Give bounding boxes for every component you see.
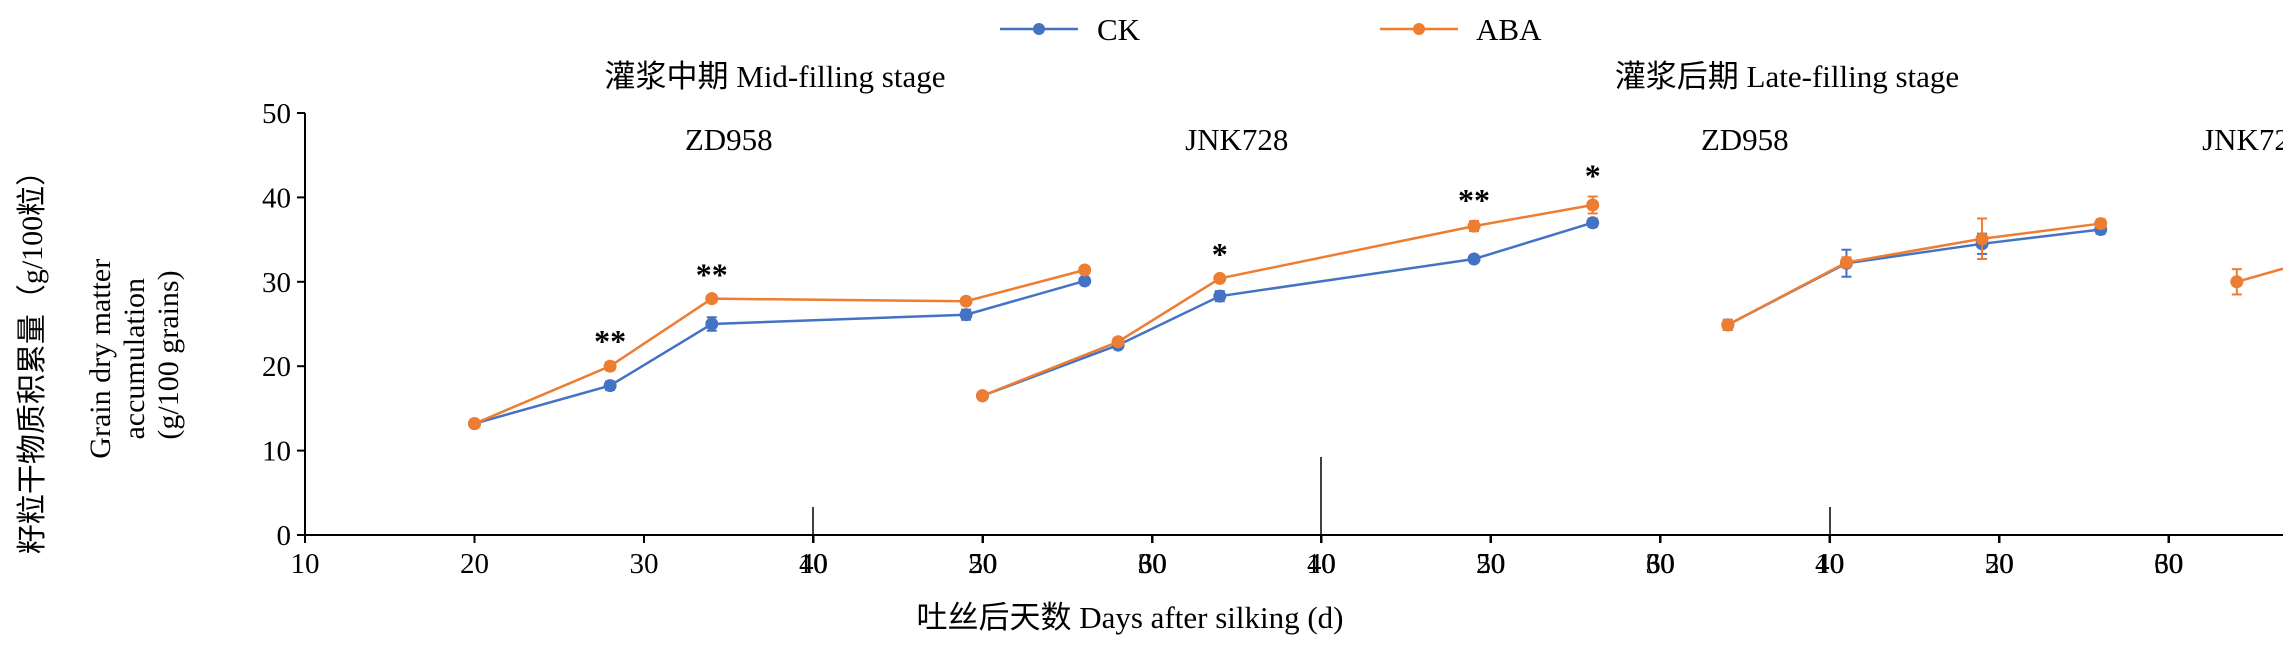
data-point-ck [1586,216,1600,230]
stage-title-late: 灌浆后期 Late-filling stage [1615,59,1959,94]
data-point-ck [1467,252,1481,266]
x-tick-label: 60 [1646,548,1675,580]
data-point-aba [705,292,719,306]
x-tick-label: 10 [291,548,320,580]
y-tick-label: 40 [262,182,291,214]
data-point-aba [1586,198,1600,212]
x-tick-label: 20 [968,548,997,580]
series-line-ck [1727,228,2101,326]
x-tick-label: 30 [2155,548,2184,580]
data-point-aba [976,389,989,403]
data-point-ck [959,308,973,322]
x-tick-label: 30 [630,548,659,580]
panel-title: JNK728 [2202,122,2283,157]
x-tick-label: 10 [1816,548,1845,580]
panel-title: ZD958 [685,122,773,157]
data-point-aba [1975,232,1989,246]
x-tick-label: 60 [1138,548,1167,580]
data-point-ck [705,317,719,331]
data-point-aba [959,294,973,308]
legend-aba-marker [1413,23,1425,35]
data-point-aba [603,359,617,373]
legend-aba-label: ABA [1476,12,1542,47]
y-tick-label: 10 [262,436,291,468]
panel-title: ZD958 [1701,122,1789,157]
data-point-aba [468,417,481,431]
series-line-ck [474,279,1086,425]
stage-title-mid: 灌浆中期 Mid-filling stage [605,59,946,94]
significance-label: ** [696,256,728,292]
significance-label: ** [1458,182,1490,218]
data-point-aba [2094,217,2108,231]
series-line-ck [982,221,1594,397]
legend-ck-marker [1033,23,1045,35]
significance-label: * [1212,236,1228,272]
legend: CK ABA [1000,12,1542,47]
x-tick-label: 40 [799,548,828,580]
series-line-aba [2236,267,2283,284]
data-point-aba [1111,335,1125,349]
y-axis-title-en: Grain dry matter accumulation (g/100 gra… [84,251,185,458]
x-tick-label: 20 [1476,548,1505,580]
x-tick-label: 50 [1985,548,2014,580]
y-tick-label: 0 [277,520,292,552]
significance-label: * [1585,158,1601,194]
y-tick-label: 20 [262,351,291,383]
x-axis-title: 吐丝后天数 Days after silking (d) [916,600,1343,635]
x-tick-label: 10 [799,548,828,580]
x-tick-label: 20 [460,548,489,580]
series-line-aba [1727,222,2101,326]
data-point-ck [1078,274,1092,288]
data-point-aba [1721,318,1735,332]
legend-ck-label: CK [1097,12,1141,47]
x-tick-label: 30 [1646,548,1675,580]
x-tick-label: 50 [969,548,998,580]
y-tick-label: 30 [262,267,291,299]
panel-title: JNK728 [1185,122,1288,157]
data-point-ck [1213,289,1227,303]
data-point-aba [1839,255,1853,269]
series-line-aba [982,203,1593,397]
x-tick-label: 60 [2154,548,2183,580]
x-tick-label: 40 [1815,548,1844,580]
y-tick-label: 50 [262,98,291,130]
data-point-aba [1078,263,1092,277]
x-tick-label: 30 [1138,548,1167,580]
data-point-ck [603,379,617,393]
x-tick-label: 10 [1307,548,1336,580]
y-axis-title-cn: 籽粒干物质积累量（g/100粒） [16,156,49,554]
x-tick-label: 40 [1307,548,1336,580]
data-point-aba [1467,219,1481,233]
significance-label: ** [594,323,626,359]
x-tick-label: 20 [1985,548,2014,580]
data-point-aba [1213,271,1227,285]
series-line-aba [474,268,1086,425]
x-tick-label: 50 [1477,548,1506,580]
data-point-aba [2230,275,2244,289]
